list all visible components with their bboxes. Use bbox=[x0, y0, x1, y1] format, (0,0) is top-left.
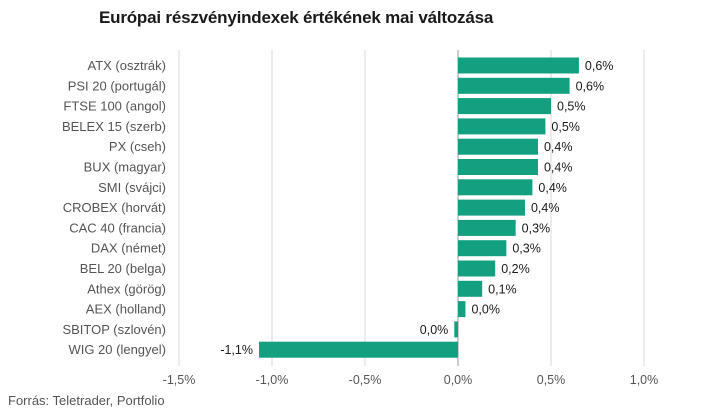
value-label: -1,1% bbox=[220, 343, 253, 357]
value-label: 0,3% bbox=[512, 242, 541, 256]
category-label: Athex (görög) bbox=[87, 281, 166, 296]
bar bbox=[458, 98, 551, 115]
category-label: BEL 20 (belga) bbox=[80, 261, 166, 276]
value-label: 0,1% bbox=[488, 282, 517, 296]
x-tick-label: -1,5% bbox=[163, 373, 196, 387]
bar bbox=[458, 301, 466, 318]
value-label: 0,6% bbox=[576, 79, 605, 93]
bar bbox=[458, 219, 516, 236]
category-label: FTSE 100 (angol) bbox=[63, 99, 166, 114]
category-label: PSI 20 (portugál) bbox=[68, 78, 166, 93]
category-label: BELEX 15 (szerb) bbox=[62, 119, 166, 134]
category-label: DAX (német) bbox=[91, 241, 166, 256]
value-label: 0,3% bbox=[522, 221, 551, 235]
value-label: 0,6% bbox=[585, 59, 614, 73]
category-label: CROBEX (horvát) bbox=[63, 200, 166, 215]
category-label: ATX (osztrák) bbox=[88, 58, 167, 73]
bar bbox=[458, 260, 496, 277]
x-tick-label: 0,5% bbox=[537, 373, 566, 387]
x-tick-label: -0,5% bbox=[349, 373, 382, 387]
category-label: AEX (holland) bbox=[86, 302, 166, 317]
bar bbox=[258, 341, 458, 358]
category-label: WIG 20 (lengyel) bbox=[68, 342, 166, 357]
value-label: 0,2% bbox=[501, 262, 530, 276]
value-label: 0,4% bbox=[544, 140, 573, 154]
source-note: Forrás: Teletrader, Portfolio bbox=[8, 393, 165, 408]
chart-title: Európai részvényindexek értékének mai vá… bbox=[99, 8, 494, 27]
bar bbox=[458, 77, 570, 94]
bar bbox=[458, 57, 579, 74]
value-label: 0,0% bbox=[471, 303, 500, 317]
bar bbox=[458, 179, 533, 196]
category-label: SMI (svájci) bbox=[98, 180, 166, 195]
category-label: BUX (magyar) bbox=[84, 160, 166, 175]
value-label: 0,4% bbox=[544, 161, 573, 175]
category-label: CAC 40 (francia) bbox=[69, 220, 166, 235]
bar bbox=[458, 199, 525, 216]
category-label: SBITOP (szlovén) bbox=[62, 322, 166, 337]
value-label: 0,4% bbox=[538, 181, 567, 195]
x-tick-label: -1,0% bbox=[256, 373, 289, 387]
value-label: 0,5% bbox=[557, 100, 586, 114]
value-label: 0,5% bbox=[551, 120, 580, 134]
bar bbox=[458, 138, 538, 155]
bar bbox=[458, 280, 483, 297]
category-label: PX (cseh) bbox=[109, 139, 166, 154]
value-label: 0,4% bbox=[531, 201, 560, 215]
bar bbox=[458, 240, 507, 257]
bar bbox=[454, 321, 458, 338]
value-label: 0,0% bbox=[420, 323, 449, 337]
x-tick-label: 1,0% bbox=[630, 373, 659, 387]
bar bbox=[458, 159, 538, 175]
x-tick-label: 0,0% bbox=[444, 373, 473, 387]
bar bbox=[458, 118, 546, 135]
